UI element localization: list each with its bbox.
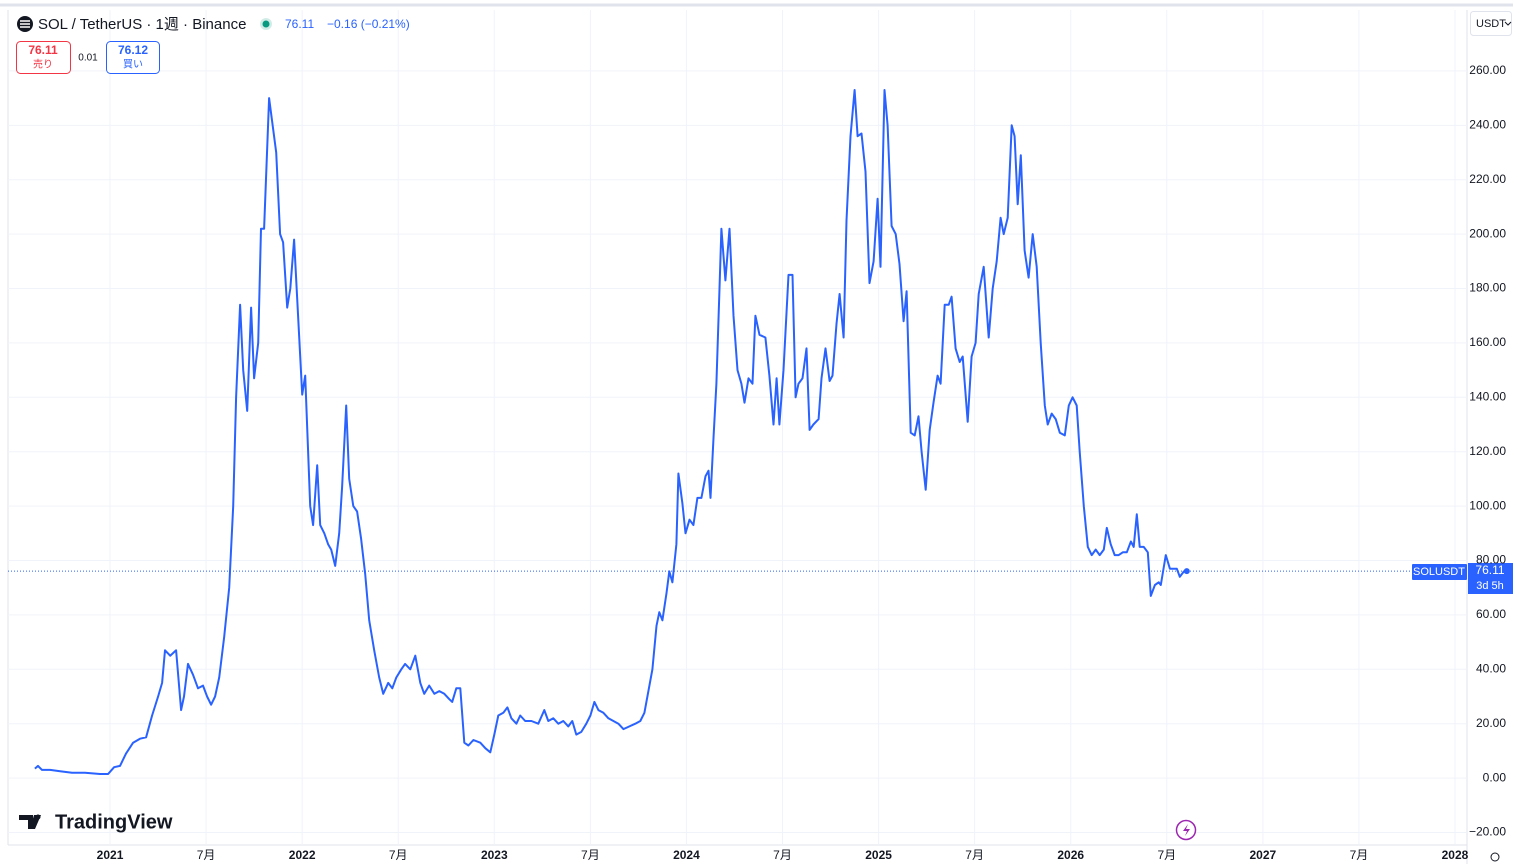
spread: 0.01 [78,53,98,64]
header-change: −0.16 (−0.21%) [327,17,410,31]
x-tick-label: 2024 [673,848,700,862]
price-tag [1468,563,1513,594]
x-tick-label: 7月 [1157,848,1176,862]
market-status-dot [262,20,270,28]
y-tick-label: 100.00 [1469,498,1506,512]
countdown: 3d 5h [1476,580,1504,592]
y-tick-label: 120.00 [1469,444,1506,458]
price-tag-value: 76.11 [1475,563,1504,577]
currency-button[interactable] [1470,11,1512,36]
x-tick-label: 7月 [1350,848,1369,862]
y-tick-label: 240.00 [1469,117,1506,131]
y-tick-label: 20.00 [1476,716,1506,730]
buy-price: 76.12 [118,43,148,57]
x-tick-label: 2023 [481,848,508,862]
x-tick-label: 2021 [97,848,124,862]
currency: USDT [1476,18,1506,30]
header-price: 76.11 [285,17,314,31]
dropdown-arrow [1504,21,1512,26]
symbol-tag-label: SOLUSDT [1413,566,1465,578]
grid [8,10,1467,845]
x-tick-label: 2022 [289,848,316,862]
y-tick-label: 160.00 [1469,335,1506,349]
last-point [1183,568,1190,575]
y-tick-label: −20.00 [1469,825,1506,839]
x-tick-label: 7月 [965,848,984,862]
x-tick-label: 7月 [581,848,600,862]
sell-price: 76.11 [28,43,58,57]
y-tick-label: 40.00 [1476,661,1506,675]
symbol-title[interactable]: SOL / TetherUS · 1週 · Binance [38,16,246,33]
watermark[interactable]: TradingView [55,811,173,833]
y-tick-label: 200.00 [1469,226,1506,240]
y-tick-label: 220.00 [1469,172,1506,186]
logo-mark [19,815,41,829]
event-bolt [1183,824,1190,836]
settings-icon[interactable] [1490,852,1500,862]
y-tick-label: 140.00 [1469,389,1506,403]
logo-dot [35,814,41,820]
x-tick-label: 7月 [389,848,408,862]
buy-button[interactable] [106,41,160,74]
buy-label: 買い [123,59,143,71]
y-tick-label: 180.00 [1469,281,1506,295]
x-tick-label: 2028 [1442,848,1469,862]
price-line [34,89,1187,775]
x-tick-label: 2025 [865,848,892,862]
y-tick-label: 0.00 [1483,770,1507,784]
symbol-tag [1412,564,1467,580]
x-tick-label: 2026 [1057,848,1084,862]
sell-label: 売り [33,58,53,71]
plot [34,89,1190,775]
sell-button[interactable] [16,41,71,74]
x-tick-label: 7月 [773,848,792,862]
x-tick-label: 7月 [197,848,216,862]
y-tick-label: 60.00 [1476,607,1506,621]
y-tick-label: 80.00 [1476,553,1506,567]
y-tick-label: 260.00 [1469,63,1506,77]
x-tick-label: 2027 [1250,848,1277,862]
